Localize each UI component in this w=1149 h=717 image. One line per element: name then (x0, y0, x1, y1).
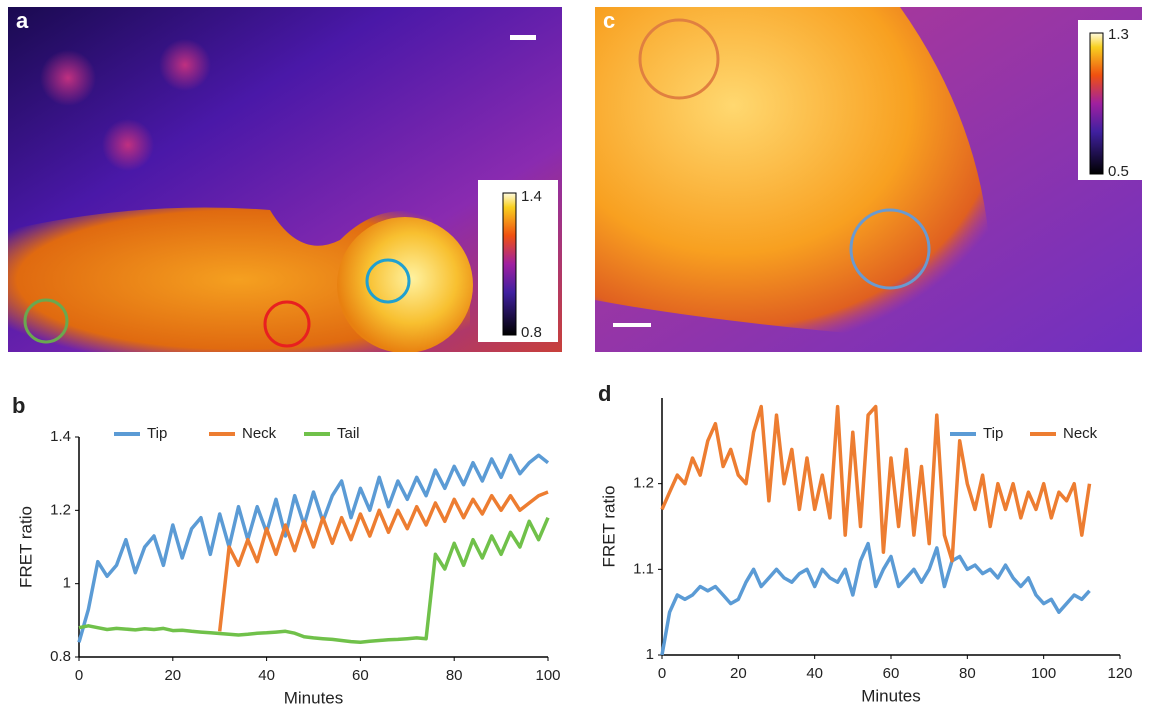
legend-label: Tip (147, 425, 167, 442)
x-tick-label: 120 (1107, 665, 1132, 682)
x-axis-title: Minutes (861, 686, 921, 705)
x-tick-label: 20 (730, 665, 747, 682)
x-tick-label: 60 (352, 667, 369, 684)
x-tick-label: 100 (1031, 665, 1056, 682)
y-tick-label: 1.2 (633, 475, 654, 492)
y-axis-title: FRET ratio (599, 486, 618, 568)
colorbar-label: 1.3 (1108, 26, 1129, 43)
x-tick-label: 100 (535, 667, 560, 684)
panel-label: c (603, 8, 615, 33)
legend-label: Neck (242, 425, 277, 442)
x-tick-label: 80 (959, 665, 976, 682)
x-tick-label: 80 (446, 667, 463, 684)
y-tick-label: 1.2 (50, 501, 71, 518)
x-tick-label: 0 (658, 665, 666, 682)
panel-label: d (598, 381, 611, 406)
series-line (660, 404, 1092, 563)
colorbar-label: 0.8 (521, 324, 542, 341)
y-tick-label: 0.8 (50, 648, 71, 665)
y-tick-label: 1.4 (50, 428, 71, 445)
panel-label: a (16, 8, 29, 33)
y-axis-title: FRET ratio (16, 506, 35, 588)
image-a (8, 7, 562, 352)
colorbar-label: 1.4 (521, 188, 542, 205)
image-c (595, 7, 1142, 352)
panel-label: b (12, 393, 25, 418)
series-line (77, 453, 550, 643)
series-line (217, 490, 549, 632)
legend-label: Neck (1063, 425, 1098, 442)
x-tick-label: 40 (258, 667, 275, 684)
x-axis-title: Minutes (284, 688, 344, 707)
x-tick-label: 40 (806, 665, 823, 682)
series-line (660, 541, 1091, 656)
colorbar-label: 0.5 (1108, 163, 1129, 180)
series-line (78, 517, 550, 645)
legend-label: Tip (983, 425, 1003, 442)
legend-label: Tail (337, 425, 360, 442)
x-tick-label: 0 (75, 667, 83, 684)
y-tick-label: 1.1 (633, 560, 654, 577)
y-tick-label: 1 (646, 646, 654, 663)
x-tick-label: 60 (883, 665, 900, 682)
y-tick-label: 1 (63, 575, 71, 592)
x-tick-label: 20 (164, 667, 181, 684)
